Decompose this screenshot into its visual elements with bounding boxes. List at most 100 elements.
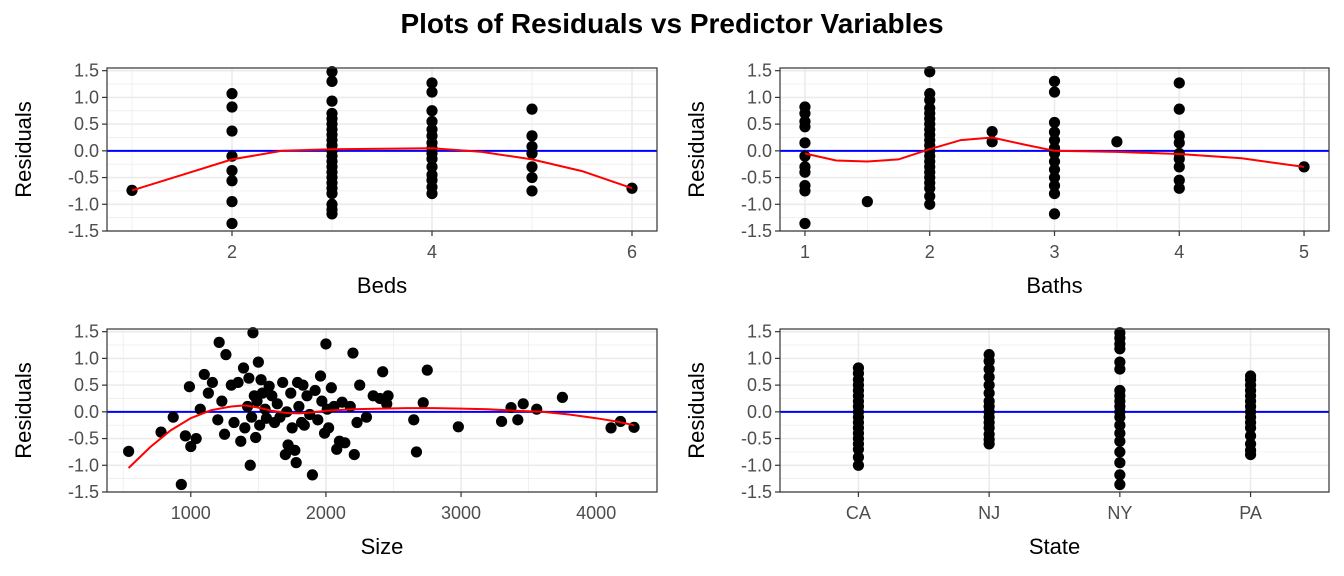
data-point: [239, 422, 251, 434]
data-point: [924, 66, 936, 78]
data-point: [354, 379, 366, 391]
x-axis-title: Size: [361, 534, 404, 559]
data-point: [626, 182, 638, 194]
data-point: [426, 187, 438, 200]
data-point: [323, 422, 335, 434]
x-tick-label: 5: [1299, 242, 1309, 262]
data-point: [1173, 161, 1185, 173]
data-point: [1298, 161, 1310, 173]
data-point: [517, 398, 529, 410]
data-point: [226, 101, 238, 113]
data-point: [316, 395, 328, 407]
data-point: [1048, 86, 1061, 98]
x-tick-label: 2: [925, 242, 935, 262]
data-point: [417, 397, 429, 409]
data-point: [251, 395, 263, 407]
y-axis-title: Residuals: [11, 362, 36, 459]
data-point: [194, 403, 206, 415]
data-point: [360, 411, 373, 423]
data-point: [312, 414, 324, 426]
data-point: [526, 130, 538, 142]
x-tick-label: 4000: [576, 503, 616, 523]
data-point: [255, 374, 267, 386]
data-point: [605, 422, 617, 434]
data-point: [277, 376, 289, 389]
data-point: [226, 125, 238, 137]
data-point: [924, 94, 936, 106]
y-tick-label: -0.5: [741, 429, 772, 449]
y-axis-title: Residuals: [684, 101, 709, 198]
data-point: [1048, 134, 1061, 146]
data-point: [799, 150, 811, 162]
data-point: [495, 415, 508, 428]
data-point: [426, 153, 438, 165]
x-tick-label: 2000: [306, 503, 346, 523]
loess-smooth-line: [127, 404, 635, 469]
data-point: [226, 88, 238, 100]
data-point: [213, 336, 225, 348]
data-point: [285, 387, 297, 399]
y-tick-label: 0.5: [74, 114, 99, 134]
data-point: [252, 356, 264, 368]
data-point: [235, 435, 247, 447]
data-point: [179, 430, 191, 442]
data-point: [1114, 427, 1126, 439]
panel-4: -1.5 -1.0 -0.5 0.0 0.5 1.0 1.5 CA NJ NY PA State Res…: [684, 322, 1330, 559]
data-point: [244, 459, 256, 471]
y-tick-label: 0.5: [747, 114, 772, 134]
data-point: [526, 161, 538, 173]
data-point: [347, 347, 359, 359]
data-point: [983, 371, 995, 383]
data-point: [326, 208, 338, 220]
y-tick-label: -0.5: [68, 168, 99, 188]
data-point: [983, 363, 995, 375]
data-point: [924, 182, 936, 194]
data-point: [293, 400, 305, 413]
data-point: [266, 390, 278, 402]
data-point: [924, 198, 936, 210]
x-tick-label: 4: [427, 242, 437, 262]
data-point: [861, 196, 873, 208]
data-point: [245, 411, 258, 423]
y-tick-label: 1.0: [747, 87, 772, 107]
data-point: [256, 387, 269, 399]
data-point: [799, 107, 811, 120]
data-point: [326, 66, 338, 78]
panel-background: [107, 329, 657, 492]
data-point: [279, 448, 291, 461]
data-point: [410, 446, 423, 458]
y-tick-label: 1.5: [74, 322, 99, 342]
data-point: [1114, 478, 1126, 491]
data-point: [1114, 446, 1126, 458]
data-point: [301, 390, 313, 402]
data-point: [1048, 187, 1061, 200]
panel-2: -1.5 -1.0 -0.5 0.0 0.5 1.0 1.5 1 2 3 4 5 Baths Residu…: [684, 61, 1330, 298]
data-point: [1173, 77, 1185, 89]
data-point: [226, 165, 238, 177]
data-point: [309, 384, 321, 397]
data-point: [426, 115, 438, 128]
x-tick-label: 2: [227, 242, 237, 262]
data-point: [348, 448, 360, 461]
data-point: [1114, 469, 1126, 481]
x-tick-label: NJ: [978, 503, 1000, 523]
y-tick-label: -1.5: [741, 221, 772, 241]
data-point: [254, 419, 266, 431]
y-tick-label: 1.0: [74, 348, 99, 368]
data-point: [1244, 430, 1257, 442]
panel-1: -1.5 -1.0 -0.5 0.0 0.5 1.0 1.5 2 4 6 Beds Residuals: [11, 61, 658, 298]
data-point: [526, 147, 538, 160]
data-point: [382, 390, 394, 402]
x-tick-label: 1: [800, 242, 810, 262]
data-point: [183, 381, 196, 393]
y-tick-label: 0.0: [74, 141, 99, 161]
y-tick-label: 0.0: [747, 402, 772, 422]
x-axis-title: State: [1029, 534, 1080, 559]
data-point: [320, 338, 332, 350]
data-point: [983, 355, 995, 367]
data-point: [426, 161, 438, 173]
data-point: [326, 75, 338, 87]
data-point: [421, 364, 433, 376]
data-point: [983, 438, 995, 450]
y-tick-label: -1.5: [68, 221, 99, 241]
